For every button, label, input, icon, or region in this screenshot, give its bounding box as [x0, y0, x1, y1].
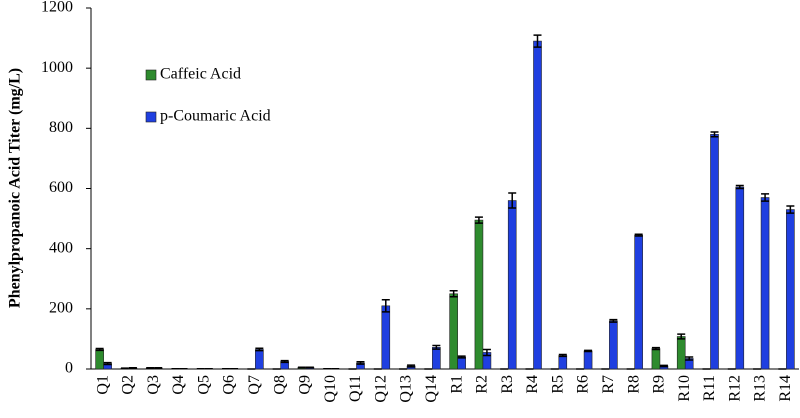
- error-bar: [508, 192, 517, 209]
- x-tick-label: Q14: [423, 375, 440, 403]
- bar: [507, 200, 517, 370]
- x-tick-label: R10: [676, 375, 693, 402]
- error-bar: [280, 359, 289, 364]
- y-tick-label: 600: [49, 179, 73, 196]
- x-tick-label: Q11: [347, 375, 364, 402]
- x-tick-label: R7: [600, 375, 617, 394]
- error-bar: [407, 364, 416, 368]
- x-tick-label: Q12: [372, 375, 389, 403]
- error-bar: [634, 233, 643, 237]
- error-bar: [609, 318, 618, 323]
- error-bar: [651, 346, 660, 351]
- error-bar: [677, 333, 686, 340]
- y-tick-label: 1000: [41, 59, 73, 76]
- error-bar: [120, 367, 129, 370]
- x-tick-label: R11: [701, 375, 718, 401]
- error-bar: [356, 361, 365, 365]
- x-tick-label: R6: [575, 375, 592, 394]
- bar: [381, 305, 391, 370]
- y-tick-label: 1200: [41, 0, 73, 16]
- x-tick-label: R8: [625, 375, 642, 394]
- error-bar: [103, 361, 112, 366]
- y-tick-label: 0: [65, 360, 73, 377]
- legend-label: Caffeic Acid: [160, 66, 241, 83]
- x-tick-label: Q10: [322, 375, 339, 403]
- x-tick-label: Q9: [297, 375, 314, 395]
- error-bar: [432, 344, 441, 350]
- legend-swatch: [145, 111, 157, 123]
- bar: [609, 320, 618, 370]
- error-bar: [584, 349, 593, 353]
- bar: [735, 186, 745, 370]
- bar: [474, 219, 484, 370]
- bar: [634, 234, 643, 370]
- bar: [449, 293, 458, 370]
- bar: [533, 40, 542, 370]
- error-bar: [255, 347, 264, 352]
- error-bar: [558, 353, 567, 358]
- x-tick-label: R14: [777, 375, 794, 402]
- bar: [710, 134, 719, 370]
- bar: [457, 356, 466, 370]
- x-tick-label: R4: [524, 375, 541, 394]
- legend-label: p-Coumaric Acid: [160, 108, 271, 125]
- x-tick-label: R5: [549, 375, 566, 394]
- x-tick-label: Q4: [170, 375, 187, 395]
- x-tick-label: Q7: [246, 375, 263, 395]
- x-tick-label: R12: [726, 375, 743, 402]
- error-bar: [482, 348, 491, 357]
- bar: [255, 349, 264, 370]
- error-bar: [305, 366, 314, 369]
- error-bar: [449, 290, 458, 298]
- x-tick-label: Q6: [221, 375, 238, 395]
- error-bar: [457, 355, 466, 359]
- legend-swatch: [145, 69, 157, 81]
- x-tick-label: R9: [651, 375, 668, 394]
- bar: [583, 350, 593, 370]
- error-bar: [533, 34, 542, 48]
- bar: [676, 336, 686, 370]
- x-tick-label: Q13: [398, 375, 415, 403]
- error-bar: [381, 299, 390, 313]
- error-bar: [297, 366, 306, 369]
- x-tick-label: Q1: [94, 375, 111, 395]
- x-tick-label: R1: [448, 375, 465, 394]
- bar: [760, 197, 770, 370]
- error-bar: [128, 367, 137, 370]
- x-tick-label: Q5: [195, 375, 212, 395]
- bar: [95, 349, 104, 370]
- error-bar: [95, 347, 104, 352]
- bar: [651, 348, 661, 370]
- y-tick-label: 200: [49, 300, 73, 317]
- error-bar: [710, 131, 719, 138]
- error-bar: [146, 367, 155, 370]
- y-tick-label: 400: [49, 239, 73, 256]
- bar: [432, 347, 441, 370]
- error-bar: [659, 364, 668, 368]
- x-tick-label: Q8: [271, 375, 288, 395]
- y-axis-label: Phenylpropanoic Acid Titer (mg/L): [7, 68, 24, 308]
- error-bar: [786, 205, 795, 214]
- x-tick-label: Q2: [120, 375, 137, 395]
- bar: [558, 355, 568, 370]
- bar: [786, 209, 795, 370]
- x-tick-label: R13: [752, 375, 769, 402]
- error-bar: [685, 356, 694, 361]
- error-bar: [761, 193, 770, 202]
- y-tick-label: 800: [49, 119, 73, 136]
- error-bar: [735, 184, 744, 190]
- x-tick-label: R3: [499, 375, 516, 394]
- error-bar: [474, 216, 483, 224]
- x-tick-label: Q3: [145, 375, 162, 395]
- x-tick-label: R2: [474, 375, 491, 394]
- error-bar: [154, 367, 163, 370]
